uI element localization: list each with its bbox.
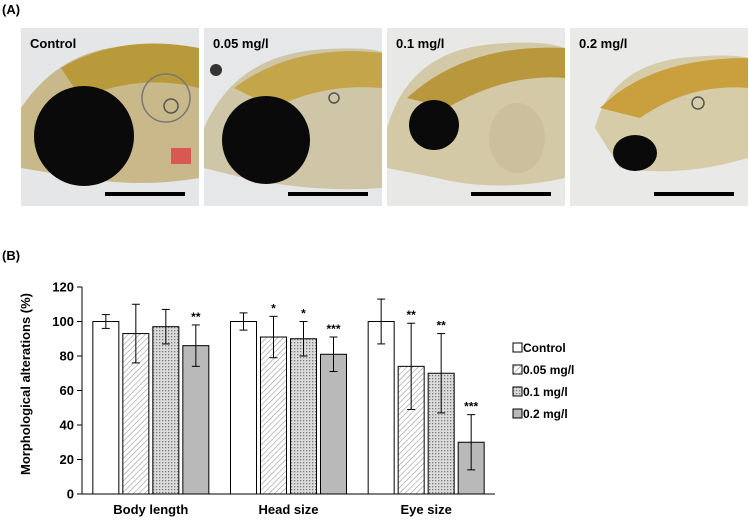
bars: **Body length* ****Head size*******Eye si… — [92, 298, 485, 517]
panel-a-label: (A) — [2, 2, 21, 17]
y-tick-label: 100 — [52, 314, 74, 329]
photo-0-2: 0.2 mg/l — [570, 28, 748, 206]
significance-marker: *** — [326, 322, 340, 336]
photo-label: 0.1 mg/l — [396, 36, 445, 51]
legend-swatch — [512, 386, 523, 397]
legend-swatch — [512, 364, 523, 375]
photo-label: 0.05 mg/l — [213, 36, 269, 51]
legend-label: Control — [523, 341, 566, 355]
legend-swatch — [512, 342, 523, 353]
bar — [152, 326, 180, 495]
bar — [182, 345, 210, 495]
photo-0-1: 0.1 mg/l — [387, 28, 565, 206]
significance-marker: * — [301, 307, 306, 321]
bar — [92, 321, 120, 495]
y-tick-label: 20 — [60, 452, 74, 467]
axes: 0 20 40 60 80 100 120 — [52, 280, 495, 502]
bar — [290, 338, 317, 495]
y-tick-label: 120 — [52, 280, 74, 295]
y-tick-label: 60 — [60, 383, 74, 398]
significance-marker: ** — [436, 319, 446, 333]
panel-b-label: (B) — [2, 248, 21, 263]
legend: Control 0.05 mg/l 0.1 mg/l 0.2 mg/l — [512, 341, 574, 421]
photo-label: Control — [30, 36, 77, 51]
significance-marker: * — [271, 301, 276, 315]
y-tick-label: 80 — [60, 349, 74, 364]
bar — [320, 353, 347, 495]
scale-bar — [471, 192, 551, 196]
scale-bar — [654, 192, 734, 196]
significance-marker: *** — [464, 400, 478, 414]
scale-bar — [288, 192, 368, 196]
larva-image — [21, 28, 199, 206]
photo-control: Control — [21, 28, 199, 206]
bar-chart: Morphological alterations (%) 0 20 40 60 80 1… — [18, 280, 574, 518]
significance-marker: ** — [191, 310, 201, 324]
larva-image — [387, 28, 565, 206]
x-category-label: Body length — [113, 502, 188, 517]
bar — [260, 336, 287, 495]
photo-label: 0.2 mg/l — [579, 36, 628, 51]
scale-bar — [105, 192, 185, 196]
bar — [230, 321, 257, 495]
larva-image — [204, 28, 382, 206]
bar — [367, 321, 395, 495]
y-axis-label: Morphological alterations (%) — [18, 293, 33, 475]
legend-label: 0.1 mg/l — [523, 385, 568, 399]
legend-label: 0.2 mg/l — [523, 407, 568, 421]
legend-swatch — [512, 408, 523, 419]
y-tick-label: 40 — [60, 418, 74, 433]
legend-label: 0.05 mg/l — [523, 363, 574, 377]
x-category-label: Eye size — [401, 502, 452, 517]
y-tick-label: 0 — [67, 487, 74, 502]
x-category-label: Head size — [259, 502, 319, 517]
larva-image — [570, 28, 748, 206]
significance-marker: ** — [406, 308, 416, 322]
photo-0-05: 0.05 mg/l — [204, 28, 382, 206]
